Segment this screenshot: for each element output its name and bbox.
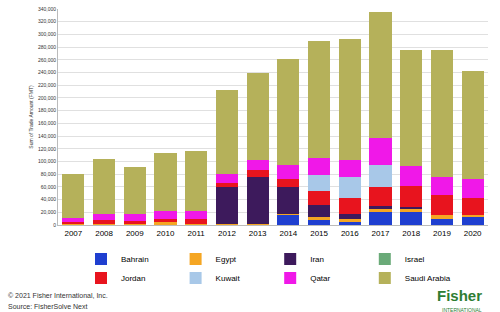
- svg-text:Bahrain: Bahrain: [121, 255, 149, 264]
- svg-text:320,000: 320,000: [38, 18, 56, 24]
- svg-text:INTERNATIONAL: INTERNATIONAL: [442, 307, 482, 312]
- svg-text:2009: 2009: [126, 229, 144, 238]
- svg-text:0: 0: [53, 222, 56, 228]
- svg-text:Iran: Iran: [310, 255, 324, 264]
- svg-text:2013: 2013: [249, 229, 267, 238]
- svg-text:Source: FisherSolve Next: Source: FisherSolve Next: [8, 303, 87, 310]
- svg-text:2019: 2019: [433, 229, 451, 238]
- svg-text:100,000: 100,000: [38, 158, 56, 164]
- svg-text:20,000: 20,000: [41, 209, 57, 215]
- svg-text:2010: 2010: [157, 229, 175, 238]
- svg-text:2017: 2017: [372, 229, 390, 238]
- svg-text:120,000: 120,000: [38, 146, 56, 152]
- svg-text:220,000: 220,000: [38, 82, 56, 88]
- svg-text:2012: 2012: [218, 229, 236, 238]
- svg-text:2016: 2016: [341, 229, 359, 238]
- svg-text:200,000: 200,000: [38, 95, 56, 101]
- svg-text:2015: 2015: [310, 229, 328, 238]
- svg-text:2018: 2018: [402, 229, 420, 238]
- svg-text:Sum of Trade Amount (FMT): Sum of Trade Amount (FMT): [28, 85, 34, 149]
- svg-text:2008: 2008: [95, 229, 113, 238]
- svg-text:280,000: 280,000: [38, 44, 56, 50]
- svg-text:40,000: 40,000: [41, 196, 57, 202]
- svg-text:Saudi Arabia: Saudi Arabia: [405, 274, 451, 283]
- svg-text:340,000: 340,000: [38, 6, 56, 12]
- svg-text:260,000: 260,000: [38, 57, 56, 63]
- svg-text:© 2021 Fisher International, I: © 2021 Fisher International, Inc.: [8, 292, 108, 299]
- svg-text:2007: 2007: [64, 229, 82, 238]
- svg-text:Qatar: Qatar: [310, 274, 330, 283]
- svg-text:160,000: 160,000: [38, 120, 56, 126]
- svg-text:180,000: 180,000: [38, 107, 56, 113]
- svg-text:Fisher: Fisher: [437, 287, 482, 304]
- svg-text:Kuwait: Kuwait: [216, 274, 241, 283]
- svg-text:2014: 2014: [279, 229, 297, 238]
- svg-text:80,000: 80,000: [41, 171, 57, 177]
- svg-text:Israel: Israel: [405, 255, 425, 264]
- svg-text:240,000: 240,000: [38, 69, 56, 75]
- svg-text:140,000: 140,000: [38, 133, 56, 139]
- svg-text:Egypt: Egypt: [216, 255, 237, 264]
- svg-text:2020: 2020: [464, 229, 482, 238]
- svg-text:60,000: 60,000: [41, 184, 57, 190]
- svg-text:Jordan: Jordan: [121, 274, 145, 283]
- svg-text:300,000: 300,000: [38, 31, 56, 37]
- svg-text:2011: 2011: [188, 229, 206, 238]
